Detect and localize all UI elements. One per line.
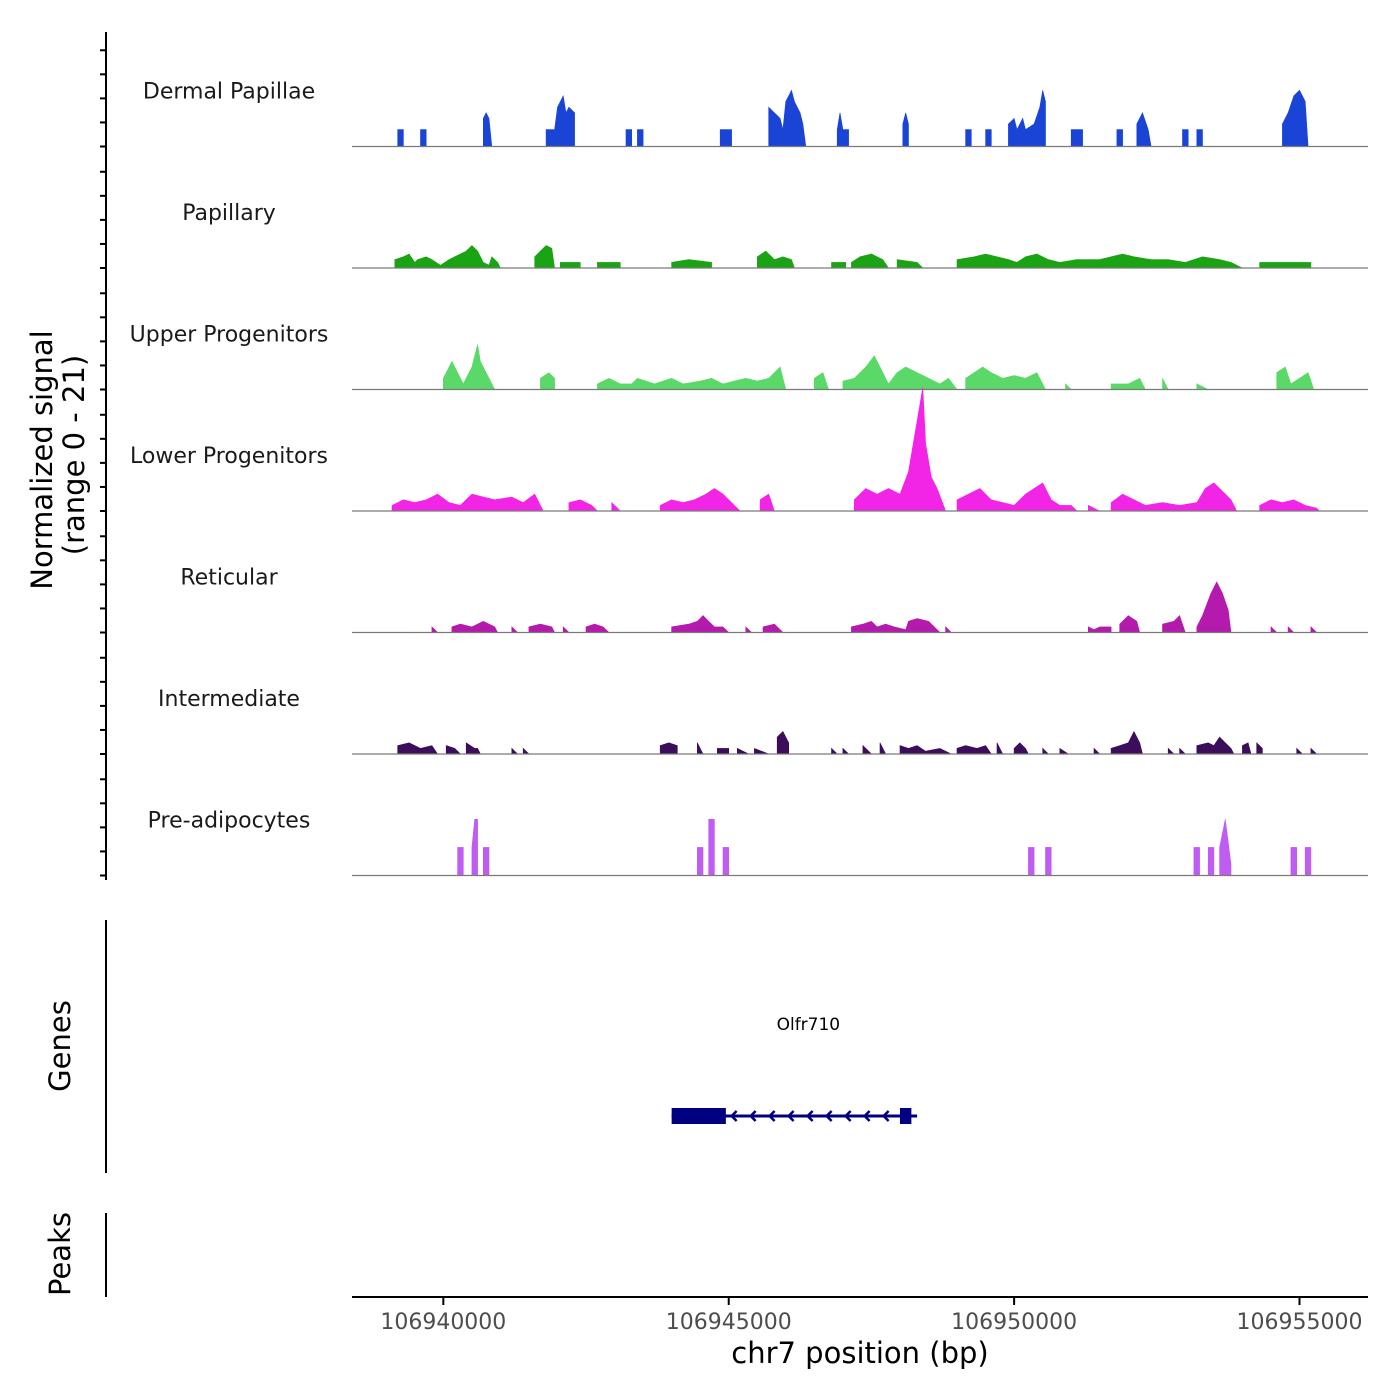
strand-arrow (767, 1110, 776, 1122)
signal-axis-label-line2: (range 0 - 21) (57, 355, 91, 555)
strand-arrow (881, 1110, 890, 1122)
track-label: Reticular (180, 566, 278, 591)
gene-exon (671, 1108, 726, 1124)
x-tick-label: 106945000 (666, 1310, 792, 1335)
track-intermediate: Intermediate (158, 687, 1368, 755)
genes-panel-label: Genes (43, 1000, 77, 1092)
strand-arrow (824, 1110, 833, 1122)
track-label: Upper Progenitors (130, 323, 329, 348)
gene-olfr710: Olfr710 (671, 1015, 918, 1124)
strand-arrow (843, 1110, 852, 1122)
signal-area (443, 344, 1315, 390)
strand-arrow (805, 1110, 814, 1122)
gene-annotation-track: Olfr710 (671, 1015, 918, 1124)
strand-arrow (862, 1110, 871, 1122)
coverage-tracks: Dermal Papillae Papillary Upper Progenitor… (130, 80, 1368, 877)
gene-exon (899, 1108, 912, 1124)
strand-arrow (786, 1110, 795, 1122)
track-label: Pre-adipocytes (148, 809, 311, 834)
signal-area (397, 730, 1318, 755)
x-tick-label: 106940000 (380, 1310, 506, 1335)
signal-area (397, 89, 1309, 147)
peaks-panel-label: Peaks (43, 1212, 77, 1296)
x-tick-label: 106955000 (1237, 1310, 1363, 1335)
x-axis-label: chr7 position (bp) (731, 1336, 988, 1370)
signal-axis-ticks (100, 49, 106, 877)
track-label: Papillary (182, 201, 276, 226)
strand-arrow (729, 1110, 738, 1122)
strand-arrow (748, 1110, 757, 1122)
track-reticular: Reticular (180, 566, 1368, 634)
signal-area (394, 245, 1312, 269)
track-upper-progenitors: Upper Progenitors (130, 323, 1368, 391)
signal-area (431, 581, 1318, 633)
track-pre-adipocytes: Pre-adipocytes (148, 809, 1368, 877)
x-axis: 106940000 106945000 106950000 106955000 (380, 1297, 1362, 1335)
track-dermal-papillae: Dermal Papillae (143, 80, 1368, 148)
x-tick-label: 106950000 (951, 1310, 1077, 1335)
track-papillary: Papillary (182, 201, 1368, 269)
track-label: Intermediate (158, 687, 300, 712)
signal-area (391, 387, 1321, 512)
track-lower-progenitors: Lower Progenitors (130, 387, 1368, 512)
signal-area (457, 819, 1312, 876)
signal-axis-label-line1: Normalized signal (25, 330, 59, 589)
track-label: Lower Progenitors (130, 444, 328, 469)
track-label: Dermal Papillae (143, 80, 315, 105)
gene-label: Olfr710 (777, 1015, 841, 1035)
